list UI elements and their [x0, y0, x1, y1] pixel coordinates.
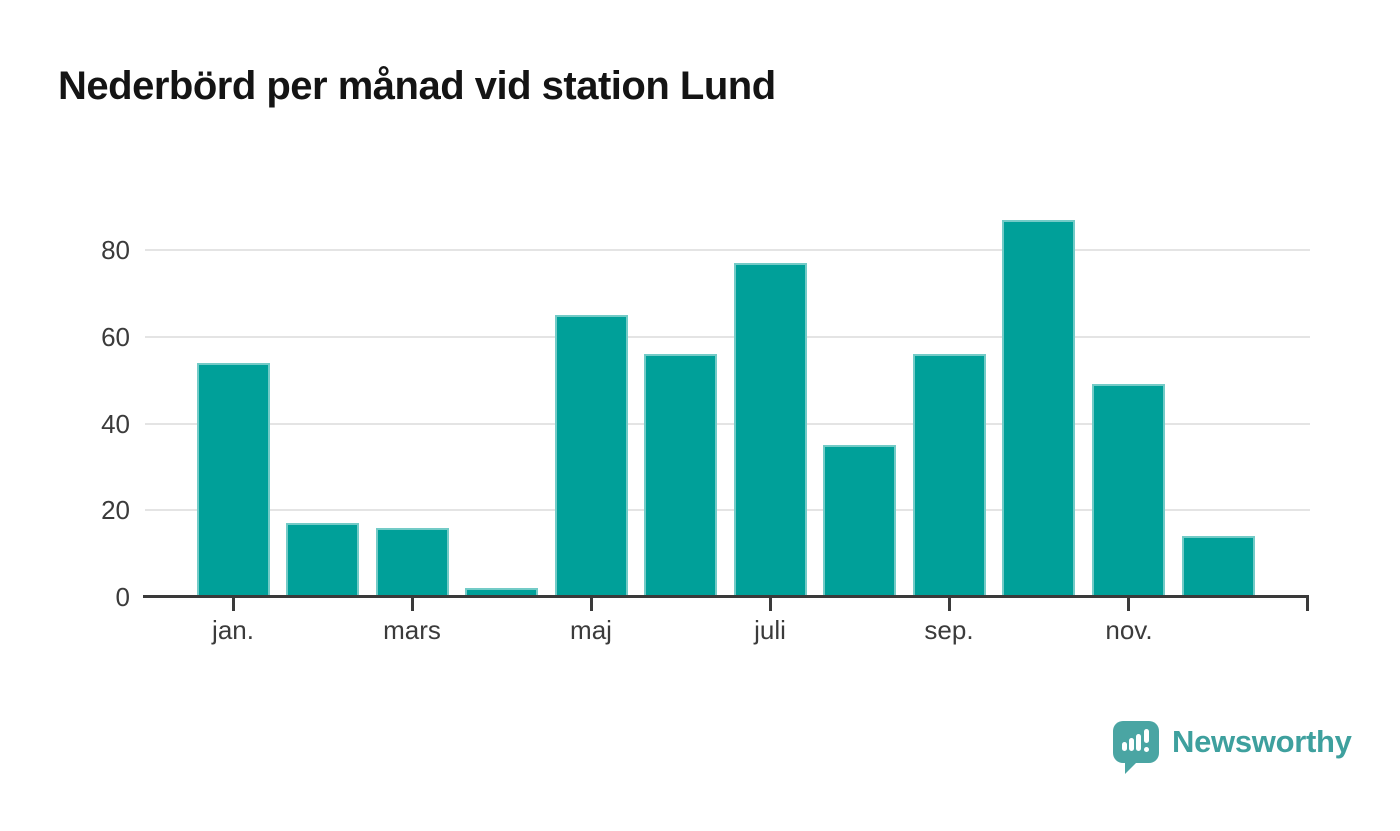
bar-sep. [913, 354, 986, 597]
gridline-y-40 [145, 423, 1310, 425]
x-axis-label-juli: juli [754, 615, 786, 645]
chart-title: Nederbörd per månad vid station Lund [58, 64, 776, 108]
logo-mini-bar-2 [1129, 738, 1134, 751]
logo-mini-bar-3 [1136, 734, 1141, 751]
x-axis-tick-jan. [232, 598, 235, 611]
gridline-y-80 [145, 249, 1310, 251]
x-axis-tick-maj [590, 598, 593, 611]
x-axis-tick-juli [769, 598, 772, 611]
x-axis-label-jan.: jan. [212, 615, 254, 645]
gridline-y-20 [145, 509, 1310, 511]
newsworthy-logo: Newsworthy [1113, 721, 1352, 774]
y-axis-label-40: 40 [101, 409, 130, 439]
x-axis-label-mars: mars [383, 615, 441, 645]
newsworthy-logo-text: Newsworthy [1172, 724, 1352, 759]
logo-exclamation-dot [1144, 747, 1149, 752]
bar-juli [734, 263, 807, 597]
bar-feb. [286, 523, 359, 597]
x-axis-tick-sep. [948, 598, 951, 611]
bar-aug. [823, 445, 896, 597]
logo-mini-bar-1 [1122, 742, 1127, 751]
x-axis-label-sep.: sep. [924, 615, 974, 645]
bar-jan. [197, 363, 270, 597]
bar-april [465, 588, 538, 597]
bar-maj [555, 315, 628, 597]
bar-okt. [1002, 220, 1075, 597]
gridline-y-60 [145, 336, 1310, 338]
x-axis-label-maj: maj [570, 615, 612, 645]
bar-juni [644, 354, 717, 597]
bar-mars [376, 528, 449, 597]
logo-exclamation-bar [1144, 729, 1149, 743]
x-axis-line [143, 595, 1309, 598]
y-axis-label-60: 60 [101, 322, 130, 352]
bar-chart-speech-bubble-icon [1113, 721, 1159, 774]
x-axis-tick-mars [411, 598, 414, 611]
y-axis-label-0: 0 [115, 582, 130, 612]
x-axis-end-cap [1306, 595, 1309, 611]
y-axis-label-80: 80 [101, 235, 130, 265]
y-axis-label-20: 20 [101, 495, 130, 525]
x-axis-label-nov.: nov. [1105, 615, 1153, 645]
x-axis-tick-nov. [1127, 598, 1130, 611]
logo-bubble-tail [1125, 761, 1138, 774]
bar-nov. [1092, 384, 1165, 597]
bar-dec. [1182, 536, 1255, 597]
